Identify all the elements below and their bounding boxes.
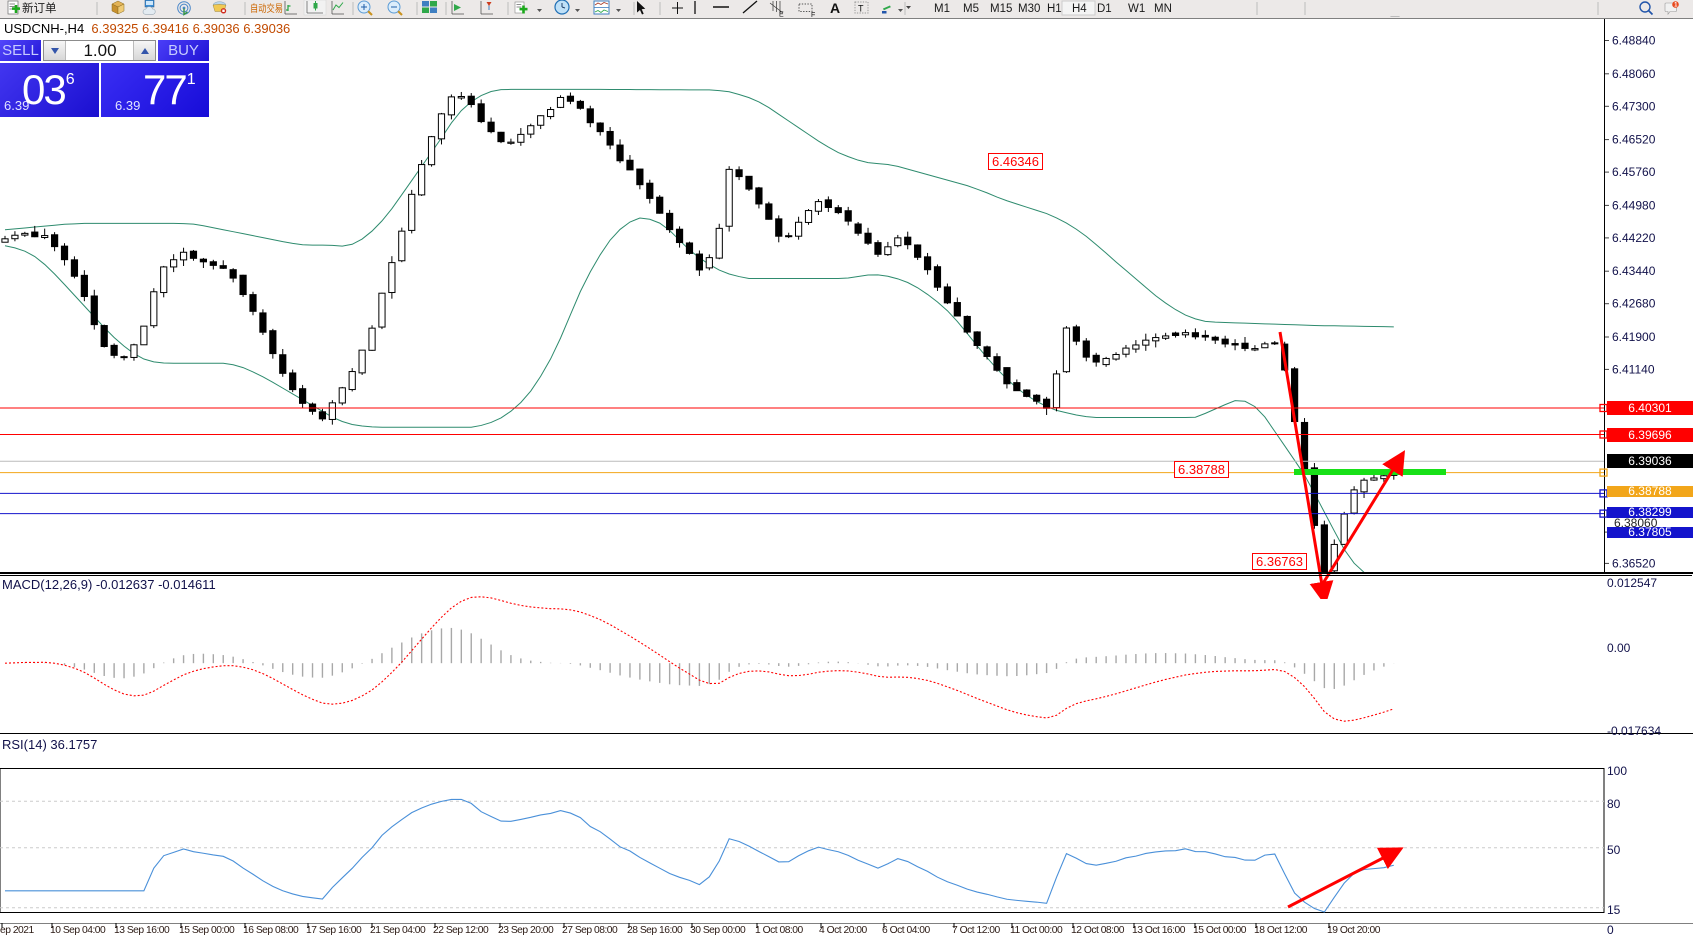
svg-text:6.41900: 6.41900 bbox=[1612, 330, 1656, 344]
svg-text:6.48840: 6.48840 bbox=[1612, 34, 1656, 48]
svg-text:T: T bbox=[858, 4, 864, 14]
svg-text:6.42680: 6.42680 bbox=[1612, 297, 1656, 311]
svg-text:M5: M5 bbox=[963, 3, 979, 15]
svg-text:H4: H4 bbox=[1072, 3, 1087, 15]
svg-text:M15: M15 bbox=[990, 3, 1012, 15]
svg-text:6.46520: 6.46520 bbox=[1612, 133, 1656, 147]
svg-text:M30: M30 bbox=[1018, 3, 1040, 15]
svg-text:6.47300: 6.47300 bbox=[1612, 99, 1656, 113]
svg-text:6.48060: 6.48060 bbox=[1612, 67, 1656, 81]
svg-text:W1: W1 bbox=[1128, 3, 1145, 15]
svg-text:A: A bbox=[830, 0, 840, 16]
svg-text:6.43440: 6.43440 bbox=[1612, 264, 1656, 278]
svg-text:6.36520: 6.36520 bbox=[1612, 556, 1656, 570]
svg-text:6.44980: 6.44980 bbox=[1612, 198, 1656, 212]
svg-text:F: F bbox=[811, 12, 815, 17]
svg-text:6.45760: 6.45760 bbox=[1612, 165, 1656, 179]
svg-text:自动交易: 自动交易 bbox=[250, 2, 283, 15]
svg-text:M1: M1 bbox=[934, 3, 950, 15]
svg-text:6.41140: 6.41140 bbox=[1612, 362, 1655, 376]
svg-text:6.44220: 6.44220 bbox=[1612, 231, 1656, 245]
svg-text:新订单: 新订单 bbox=[22, 1, 57, 15]
svg-text:E: E bbox=[779, 12, 784, 18]
svg-text:H1: H1 bbox=[1047, 3, 1062, 15]
svg-text:D1: D1 bbox=[1097, 3, 1112, 15]
svg-text:MN: MN bbox=[1154, 3, 1172, 15]
